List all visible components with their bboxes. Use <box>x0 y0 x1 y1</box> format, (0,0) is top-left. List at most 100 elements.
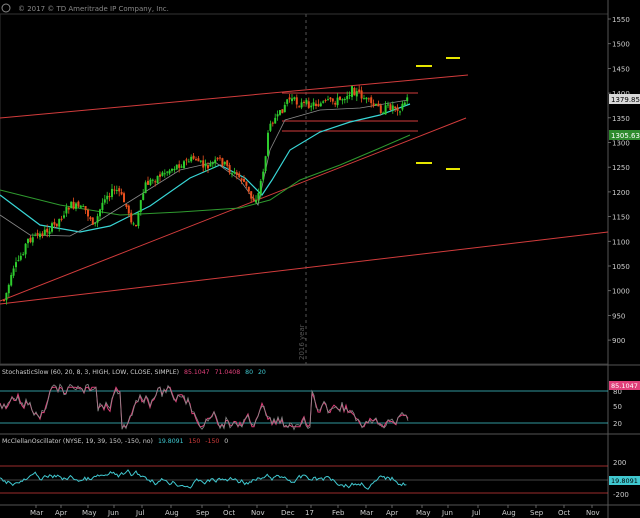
candle-body <box>267 132 269 156</box>
candle-body <box>360 90 363 99</box>
candle-body <box>353 87 356 96</box>
candle-body <box>34 234 37 236</box>
candle-body <box>382 112 385 114</box>
candle-body <box>51 223 53 232</box>
candle-body <box>324 99 327 101</box>
candle-body <box>159 174 161 177</box>
candle-body <box>15 262 17 268</box>
svg-text:85.1047: 85.1047 <box>611 382 638 390</box>
candle-body <box>209 163 212 167</box>
stochastic-panel[interactable]: StochasticSlow (60, 20, 8, 3, HIGH, LOW,… <box>0 369 640 431</box>
candle-body <box>67 207 70 210</box>
candle-body <box>240 178 243 181</box>
candle-body <box>365 97 368 100</box>
candle-body <box>108 195 111 198</box>
candle-body <box>269 123 272 131</box>
candle-body <box>219 157 221 159</box>
stoch-header: StochasticSlow (60, 20, 8, 3, HIGH, LOW,… <box>2 369 266 376</box>
ma-slow-line[interactable] <box>0 134 411 216</box>
svg-text:1305.63: 1305.63 <box>611 132 640 140</box>
candle-body <box>106 195 109 200</box>
candle-body <box>276 114 279 117</box>
candlestick-series[interactable] <box>3 85 409 305</box>
info-icon[interactable] <box>1 3 11 13</box>
candle-body <box>322 101 325 103</box>
candle-body <box>22 254 25 256</box>
candle-body <box>94 222 97 224</box>
ma-gray-line[interactable] <box>0 99 409 237</box>
month-label: Oct <box>223 509 235 517</box>
candle-body <box>29 237 32 243</box>
candle-body <box>312 102 315 106</box>
candle-body <box>279 110 281 115</box>
moving-averages[interactable] <box>0 99 411 237</box>
mcclellan-panel[interactable]: McClellanOscillator (NYSE, 19, 39, 150, … <box>0 438 640 499</box>
candle-body <box>250 191 253 199</box>
candle-body <box>281 109 284 114</box>
candle-body <box>401 103 404 110</box>
yellow-level-marks[interactable] <box>416 57 460 170</box>
candle-body <box>305 100 308 104</box>
candle-body <box>370 97 373 104</box>
candle-body <box>156 175 159 183</box>
month-label: Mar <box>30 509 43 517</box>
candle-body <box>315 103 317 106</box>
candle-body <box>351 86 353 97</box>
candle-body <box>271 122 274 124</box>
candle-body <box>190 156 193 162</box>
candle-body <box>389 104 392 111</box>
candle-body <box>149 179 152 185</box>
candle-body <box>406 97 409 102</box>
month-label: Jun <box>107 509 119 517</box>
candle-body <box>339 96 341 100</box>
candle-body <box>223 161 226 165</box>
candle-body <box>5 292 8 301</box>
candle-body <box>154 181 157 183</box>
candle-body <box>144 182 147 194</box>
year-marker-label: 2016 year <box>298 324 306 360</box>
candle-body <box>334 102 337 105</box>
candle-body <box>75 203 77 209</box>
candle-body <box>115 190 118 192</box>
candle-body <box>202 160 205 168</box>
candle-body <box>372 103 375 106</box>
candle-body <box>221 158 224 166</box>
price-tick-label: 1050 <box>612 263 630 271</box>
candle-body <box>262 171 265 180</box>
candle-body <box>24 243 27 255</box>
candle-body <box>161 172 164 176</box>
candle-body <box>7 284 10 294</box>
candle-body <box>257 193 260 199</box>
candle-body <box>259 180 262 195</box>
candle-body <box>147 180 149 185</box>
candle-body <box>216 157 219 160</box>
candle-body <box>319 103 322 107</box>
svg-text:50: 50 <box>613 403 622 411</box>
month-label: Dec <box>281 509 295 517</box>
trendlines[interactable] <box>0 74 609 305</box>
candle-body <box>3 299 5 301</box>
candle-body <box>197 158 200 162</box>
month-label: Oct <box>558 509 570 517</box>
candle-body <box>120 191 123 195</box>
month-label: Jun <box>441 509 453 517</box>
month-label: Sep <box>196 509 210 517</box>
candle-body <box>264 156 267 172</box>
ma-fast-line[interactable] <box>0 103 411 233</box>
candle-body <box>348 94 351 96</box>
candle-body <box>293 97 296 100</box>
candle-body <box>317 104 320 107</box>
svg-text:19.8091: 19.8091 <box>611 477 638 485</box>
candle-body <box>65 207 68 214</box>
price-tick-label: 1450 <box>612 65 630 73</box>
candle-body <box>46 228 49 233</box>
month-label: 17 <box>305 509 314 517</box>
candle-body <box>255 199 257 203</box>
candle-body <box>331 98 334 102</box>
candle-body <box>125 204 128 207</box>
candle-body <box>101 202 104 211</box>
candle-body <box>17 260 20 262</box>
candle-body <box>103 199 106 203</box>
candle-body <box>163 173 166 175</box>
